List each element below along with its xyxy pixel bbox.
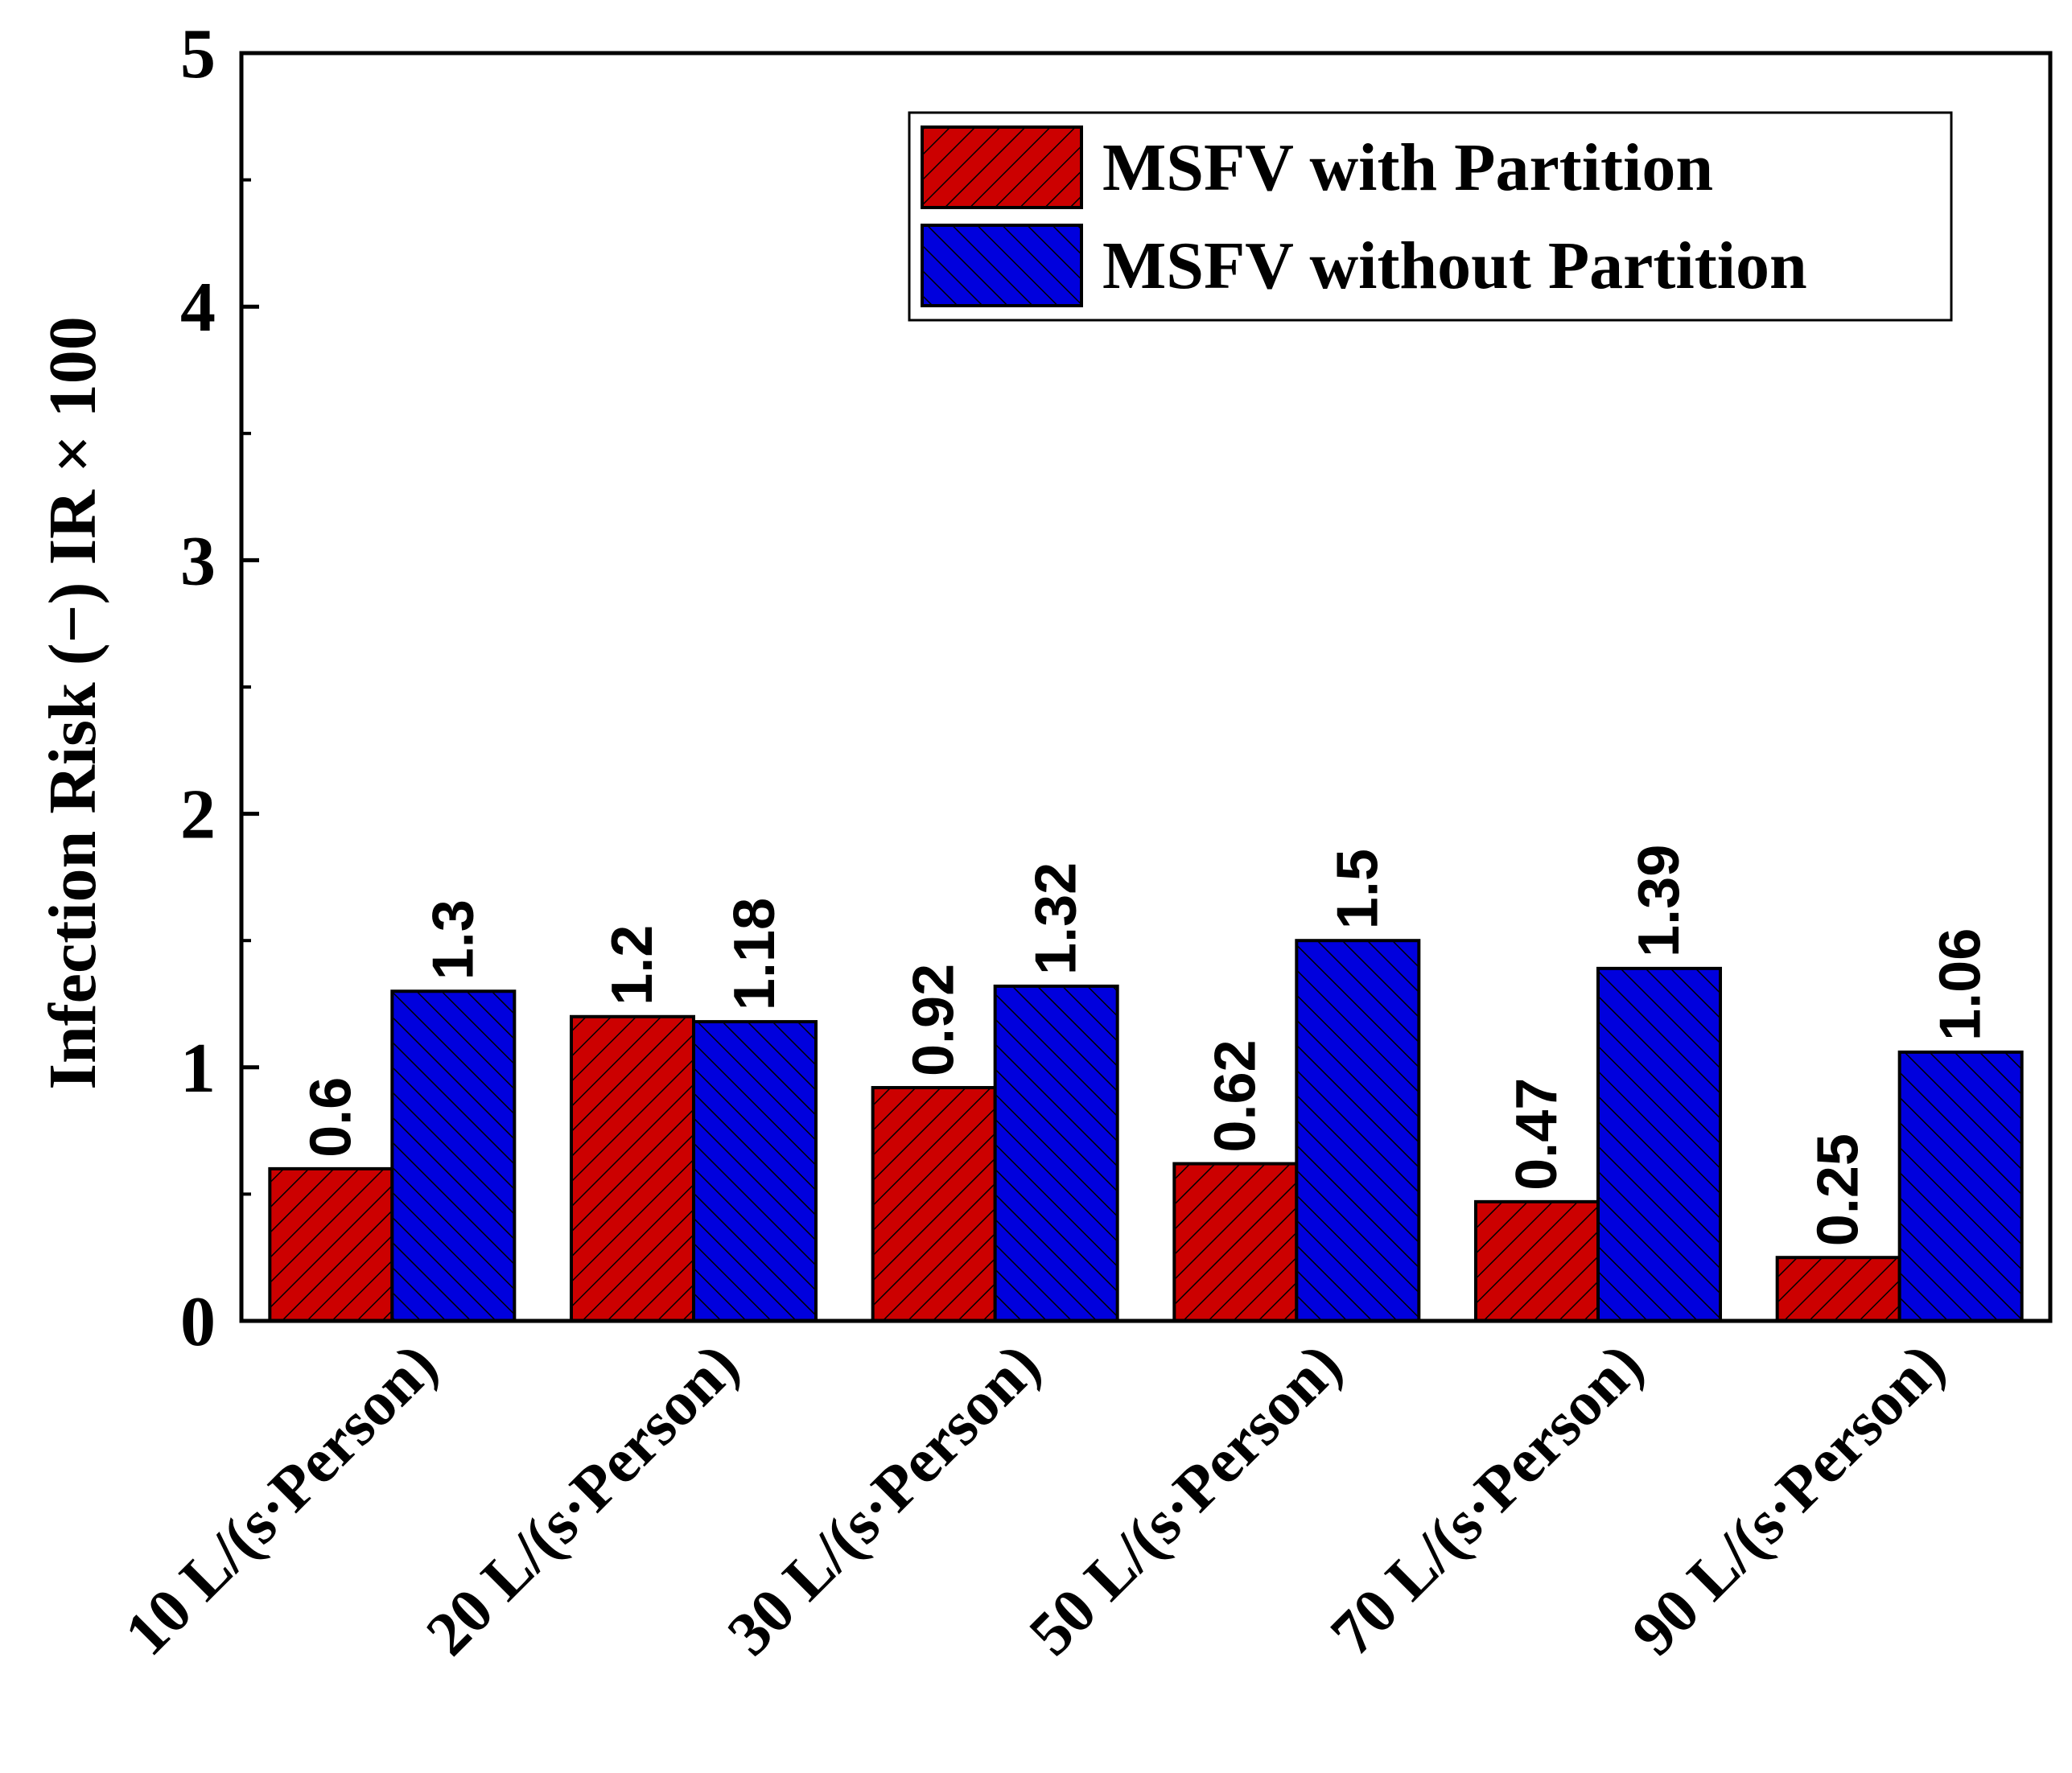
y-tick-label: 1 [180,1030,216,1108]
bar-with-partition [268,1166,394,1323]
bar-value-label: 0.62 [1203,1039,1267,1152]
legend: MSFV with Partition MSFV without Partitio… [908,111,1953,322]
bar-value-label: 1.2 [600,925,665,1006]
y-tick-label: 4 [180,269,216,347]
bar-value-label: 1.3 [421,899,485,980]
y-axis-title: Infection Risk (−) IR × 100 [35,316,110,1089]
bar-without-partition [390,989,517,1323]
legend-label: MSFV without Partition [1102,228,1807,303]
legend-swatch [921,224,1083,307]
bar-without-partition [1596,966,1722,1323]
bar-with-partition [1172,1162,1299,1323]
bar-value-label: 1.39 [1627,845,1691,957]
bar-value-label: 1.06 [1929,928,1993,1041]
y-tick-label: 2 [180,776,216,854]
x-category-label: 20 L/(s·Person) [412,1330,752,1669]
y-tick-label: 3 [180,522,216,600]
x-category-label: 10 L/(s·Person) [111,1330,451,1669]
bar-with-partition [570,1014,695,1323]
bar-without-partition [1897,1050,2024,1323]
x-category-label: 70 L/(s·Person) [1316,1330,1656,1669]
legend-swatch [921,125,1083,209]
bar-value-label: 1.18 [723,898,787,1010]
bar-value-label: 1.5 [1325,849,1390,929]
y-tick-label: 0 [180,1283,216,1361]
y-tick-label: 5 [180,15,216,93]
bar-without-partition [692,1020,818,1323]
bar-value-label: 0.92 [902,964,966,1076]
x-category-label: 30 L/(s·Person) [714,1330,1053,1669]
bar-with-partition [1474,1199,1600,1323]
x-category-label: 50 L/(s·Person) [1015,1330,1355,1669]
bar-without-partition [1295,939,1421,1323]
bar-with-partition [871,1086,997,1323]
legend-label: MSFV with Partition [1102,130,1713,205]
bar-value-label: 0.6 [299,1077,363,1158]
bar-value-label: 0.25 [1806,1133,1871,1246]
bar-with-partition [1775,1256,1901,1323]
bar-value-label: 1.32 [1024,862,1089,975]
bar-value-label: 0.47 [1505,1078,1569,1191]
bar-without-partition [993,984,1119,1323]
x-category-label: 90 L/(s·Person) [1618,1330,1958,1669]
